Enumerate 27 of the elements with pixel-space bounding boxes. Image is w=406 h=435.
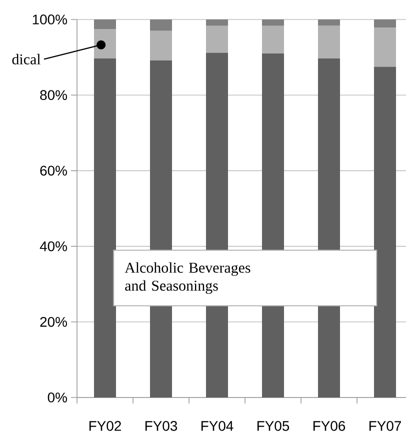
- bar: [318, 19, 340, 26]
- x-tick-label: FY04: [201, 421, 234, 431]
- bar: [150, 19, 172, 31]
- text: dical: [12, 54, 40, 64]
- y-tick-label: 100%: [32, 14, 67, 24]
- bar: [94, 19, 116, 29]
- bar: [206, 26, 228, 53]
- x-tick-label: FY06: [313, 421, 346, 431]
- x-tick-label: FY02: [89, 421, 121, 431]
- bar: [374, 28, 396, 67]
- y-tick-label: 20%: [40, 316, 67, 327]
- bar: [262, 19, 284, 26]
- y-tick-label: 0%: [48, 392, 67, 402]
- y-tick-label: 60%: [40, 166, 67, 176]
- bar: [150, 30, 172, 60]
- bar: [374, 66, 396, 398]
- x-tick-label: FY07: [369, 421, 401, 431]
- y-tick-label: 80%: [40, 90, 67, 100]
- annotation: Alcoholic Beverages and Seasonings: [124, 262, 250, 294]
- bar: [94, 58, 116, 398]
- bar: [262, 26, 284, 54]
- bar: [318, 26, 340, 58]
- bar: [374, 19, 396, 28]
- y-tick-label: 40%: [40, 241, 67, 252]
- x-tick-label: FY03: [145, 421, 178, 431]
- x-tick-label: FY05: [257, 421, 290, 431]
- bar: [206, 19, 228, 26]
